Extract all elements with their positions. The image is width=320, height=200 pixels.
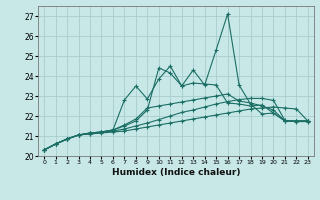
X-axis label: Humidex (Indice chaleur): Humidex (Indice chaleur) [112, 168, 240, 177]
